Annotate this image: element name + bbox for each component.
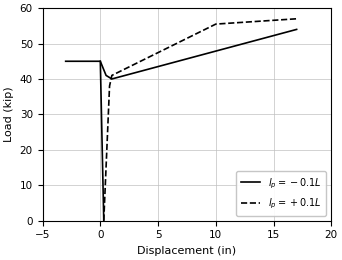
$l_p = -0.1L$ — [110, 77, 114, 81]
Line: $l_p = -0.1L$: $l_p = -0.1L$ — [66, 29, 297, 79]
$l_p = -0.1L$ — [98, 60, 102, 63]
Legend: $l_p = -0.1L$, $l_p = +0.1L$: $l_p = -0.1L$, $l_p = +0.1L$ — [236, 171, 326, 216]
$l_p = +0.1L$ — [294, 17, 299, 20]
$l_p = +0.1L$ — [110, 74, 114, 77]
$l_p = -0.1L$ — [294, 28, 299, 31]
Line: $l_p = +0.1L$: $l_p = +0.1L$ — [104, 19, 297, 220]
Y-axis label: Load (kip): Load (kip) — [4, 87, 14, 142]
$l_p = +0.1L$ — [214, 23, 218, 26]
$l_p = -0.1L$ — [64, 60, 68, 63]
$l_p = -0.1L$ — [104, 74, 108, 77]
$l_p = +0.1L$ — [102, 219, 106, 222]
$l_p = +0.1L$ — [107, 84, 111, 88]
X-axis label: Displacement (in): Displacement (in) — [137, 246, 236, 256]
